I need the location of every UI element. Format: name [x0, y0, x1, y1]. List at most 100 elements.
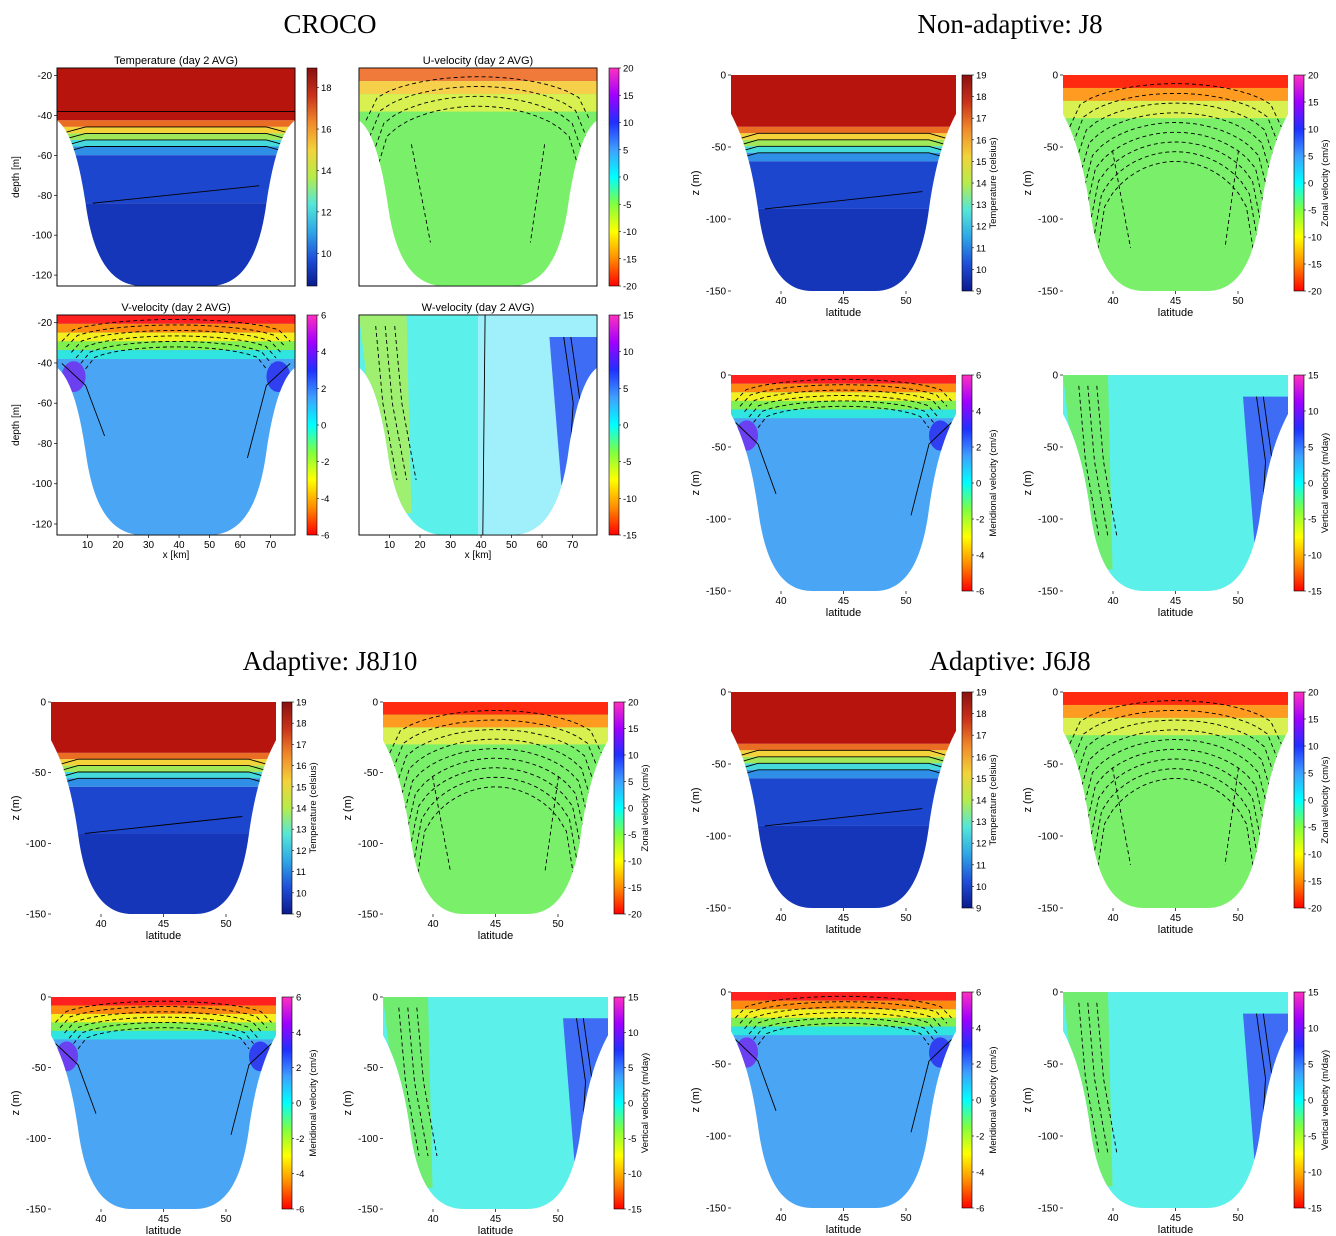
y-tick-label: -50	[1044, 443, 1059, 454]
zonal-contour	[389, 710, 602, 754]
x-tick-label: 40	[775, 1213, 787, 1224]
isotherm	[764, 191, 923, 210]
colorbar-tick-label: 13	[976, 817, 987, 828]
y-axis-label: z (m)	[690, 1087, 702, 1112]
y-axis-label: z (m)	[342, 795, 354, 820]
colorbar-tick-label: 0	[976, 1096, 981, 1107]
x-tick-label: 10	[82, 540, 94, 551]
meridional-contour	[735, 422, 777, 494]
x-tick-label: 40	[95, 919, 107, 930]
meridional-contour	[744, 389, 943, 412]
zonal-contour	[1089, 141, 1262, 225]
y-axis-label: z (m)	[1022, 1087, 1034, 1112]
field-band	[1063, 100, 1288, 119]
colorbar-tick-label: -20	[623, 282, 637, 293]
colorbar-tick-label: 2	[976, 443, 981, 454]
colorbar-label: Temperature (celsius)	[308, 762, 319, 853]
colorbar-tick-label: 5	[628, 1063, 633, 1074]
cold-interior	[731, 778, 956, 826]
colorbar-tick-label: -15	[1308, 877, 1322, 888]
colorbar-tick-label: 15	[296, 782, 307, 793]
colorbar-tick-label: 20	[1308, 688, 1319, 699]
x-tick-label: 70	[567, 540, 579, 551]
x-axis-label: latitude	[826, 924, 861, 936]
y-tick-label: -150	[358, 1205, 378, 1216]
colorbar-tick-label: 11	[976, 243, 986, 254]
x-axis-label: latitude	[826, 307, 861, 319]
meridional-contour	[55, 1043, 97, 1114]
colorbar-tick-label: -20	[628, 910, 642, 921]
x-tick-label: 40	[95, 1214, 107, 1225]
zonal-contour	[1076, 719, 1275, 777]
isotherm	[55, 765, 272, 773]
panel-j810-v: 0 -50 -100 -150 40 45 50 latitude z (m) 6 4 2 0 -2 -4 -…	[10, 993, 319, 1236]
x-tick-label: 40	[427, 919, 439, 930]
x-tick-label: 30	[143, 540, 155, 551]
x-tick-label: 50	[900, 913, 912, 924]
zonal-contour	[396, 729, 595, 785]
x-tick-label: 40	[1107, 596, 1119, 607]
y-tick-label: -20	[38, 318, 53, 329]
y-tick-label: -40	[38, 358, 53, 369]
y-tick-label: -100	[26, 839, 46, 850]
field-band	[731, 126, 956, 134]
colorbar	[613, 701, 625, 915]
colorbar-tick-label: 17	[976, 731, 987, 742]
field-band	[1063, 717, 1288, 736]
colorbar-tick-label: -5	[1308, 206, 1316, 217]
colorbar-tick-label: 2	[321, 384, 326, 395]
colorbar-label: Meridional velocity (cm/s)	[988, 1046, 999, 1153]
colorbar-tick-label: -4	[976, 1168, 984, 1179]
colorbar-tick-label: 10	[1308, 407, 1319, 418]
colorbar-tick-label: 0	[296, 1099, 301, 1110]
y-tick-label: 0	[1052, 371, 1058, 382]
y-tick-label: -60	[38, 151, 53, 162]
colorbar-tick-label: 12	[321, 207, 332, 218]
field-band	[51, 771, 276, 779]
y-axis-label: z (m)	[690, 787, 702, 812]
zonal-contour	[1082, 122, 1269, 192]
cold-interior	[57, 155, 295, 204]
field-layer	[359, 68, 597, 286]
field-band	[51, 1013, 276, 1023]
colorbar-tick-label: -5	[1308, 515, 1316, 526]
meridional-contour	[61, 318, 291, 342]
y-tick-label: -40	[38, 111, 53, 122]
colorbar-tick-label: 19	[976, 688, 987, 699]
field-band	[731, 409, 956, 419]
colorbar-tick-label: 10	[976, 265, 987, 276]
y-tick-label: -60	[38, 399, 53, 410]
zonal-contour	[544, 776, 559, 872]
colorbar-tick-label: 5	[1308, 769, 1313, 780]
y-tick-label: -100	[1038, 515, 1058, 526]
colorbar-tick-label: 2	[296, 1063, 301, 1074]
zonal-contour	[369, 86, 587, 137]
isotherm	[55, 771, 272, 779]
meridional-contour	[59, 1006, 268, 1029]
colorbar-tick-label: -5	[1308, 1132, 1316, 1143]
colorbar-tick-label: -6	[321, 531, 329, 542]
zonal-contour	[410, 144, 431, 243]
y-tick-label: 0	[720, 371, 726, 382]
x-tick-label: 45	[838, 913, 850, 924]
meridional-contour	[246, 363, 291, 459]
colorbar-tick-label: 0	[628, 804, 633, 815]
x-tick-label: 60	[537, 540, 549, 551]
field-band	[731, 133, 956, 140]
zonal-contour	[1079, 112, 1272, 176]
x-tick-label: 70	[265, 540, 277, 551]
colorbar-tick-label: 15	[628, 724, 639, 735]
y-tick-label: -150	[26, 910, 46, 921]
meridional-contour	[64, 1011, 263, 1034]
x-tick-label: 40	[1107, 296, 1119, 307]
colorbar-tick-label: 6	[976, 371, 981, 382]
colorbar-tick-label: 20	[628, 698, 639, 709]
colorbar-tick-label: 15	[623, 91, 634, 102]
isotherm	[92, 185, 260, 204]
field-band	[731, 146, 956, 153]
colorbar-tick-label: 10	[296, 888, 307, 899]
